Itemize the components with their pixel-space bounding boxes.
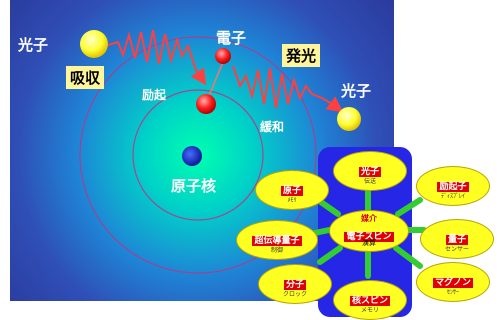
arrow-upleft	[315, 197, 341, 217]
node-molecule: 分子 クロック	[258, 264, 332, 304]
node-magnon-sub: ｾﾝｻｰ	[446, 289, 459, 296]
node-photon-sub: 伝送	[363, 178, 376, 185]
node-nuclear-spin-sub: メモリ	[360, 307, 379, 314]
electron-lower	[196, 94, 216, 114]
node-nuclear-spin: 核スピン メモリ	[333, 280, 407, 320]
node-atom-title: 原子	[280, 186, 303, 196]
arrow-upright	[395, 197, 423, 217]
node-superconducting: 超伝導量子 制御	[236, 220, 318, 260]
incoming-photon	[80, 30, 108, 58]
outgoing-wave	[232, 65, 344, 113]
node-atom-sub: ﾒﾓﾘ	[287, 197, 297, 204]
absorption-label: 吸収	[66, 66, 105, 89]
incoming-wave	[107, 29, 207, 86]
node-superconducting-title: 超伝導量子	[252, 236, 302, 246]
emission-label: 発光	[282, 44, 321, 67]
node-molecule-sub: クロック	[282, 291, 307, 298]
node-photon-title: 光子	[358, 167, 381, 177]
electron-label: 電子	[216, 29, 247, 47]
node-magnon: マグノン ｾﾝｻｰ	[416, 262, 490, 302]
arrow-downleft	[317, 245, 343, 265]
center-node: 媒介 電子スピン 演算	[329, 210, 409, 252]
center-main-label: 電子スピン	[344, 232, 394, 242]
node-photon: 光子 伝送	[333, 151, 407, 191]
photon-out-label: 光子	[341, 82, 372, 100]
outer-orbit	[79, 36, 317, 274]
node-atom: 原子 ﾒﾓﾘ	[255, 170, 329, 210]
node-molecule-title: 分子	[283, 280, 306, 290]
nucleus-label: 原子核	[171, 177, 217, 195]
node-quantum: 量子 センサー	[420, 219, 494, 259]
outgoing-photon	[337, 107, 361, 131]
node-exciton-title: 励起子	[437, 182, 469, 192]
node-quantum-sub: センサー	[444, 246, 469, 253]
atom-diagram-art	[79, 29, 361, 274]
center-top-label: 媒介	[361, 214, 377, 223]
node-magnon-title: マグノン	[433, 278, 473, 288]
node-exciton: 励起子 ﾃﾞｨｽﾌﾟﾚｲ	[416, 166, 490, 206]
node-nuclear-spin-title: 核スピン	[349, 296, 390, 306]
arrow-downright	[393, 245, 423, 269]
node-quantum-title: 量子	[445, 235, 468, 245]
nucleus	[182, 146, 202, 166]
node-exciton-sub: ﾃﾞｨｽﾌﾟﾚｲ	[440, 193, 465, 200]
relaxation-label: 緩和	[260, 120, 285, 134]
excitation-label: 励起	[142, 88, 167, 102]
photon-in-label: 光子	[18, 36, 49, 54]
electron-upper	[215, 48, 231, 64]
node-superconducting-sub: 制御	[270, 247, 283, 254]
inner-orbit	[132, 89, 264, 221]
center-bottom-label: 演算	[362, 239, 376, 247]
